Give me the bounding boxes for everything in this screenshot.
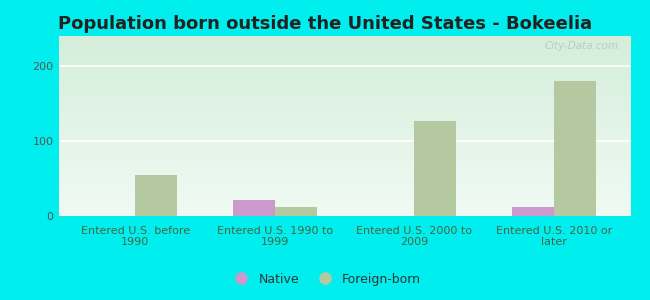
Bar <box>135 175 177 216</box>
Bar <box>414 121 456 216</box>
Bar <box>554 81 595 216</box>
Text: City-Data.com: City-Data.com <box>545 41 619 51</box>
Bar <box>512 207 554 216</box>
Text: Population born outside the United States - Bokeelia: Population born outside the United State… <box>58 15 592 33</box>
Legend: Native, Foreign-born: Native, Foreign-born <box>224 268 426 291</box>
Bar <box>275 207 317 216</box>
Bar <box>233 200 275 216</box>
